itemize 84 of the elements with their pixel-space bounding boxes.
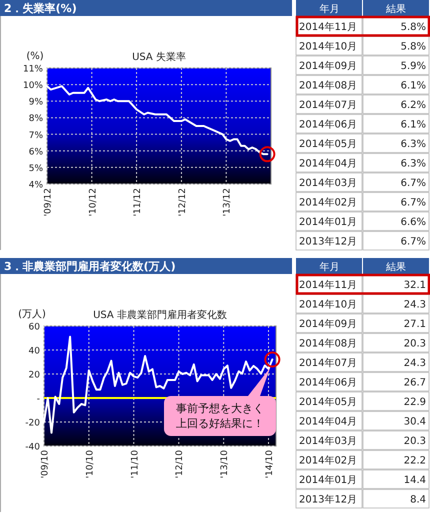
text: 6.6% bbox=[400, 217, 426, 228]
text: 6.7% bbox=[400, 198, 426, 208]
text: 14.4 bbox=[404, 475, 426, 486]
x-tick-label: '13/10 bbox=[220, 450, 230, 478]
category-label: 2014年09月 bbox=[299, 60, 358, 72]
y-tick-label: -20 bbox=[25, 418, 40, 428]
x-tick-label: '09/12 bbox=[44, 188, 54, 216]
y-tick-label: 60 bbox=[28, 322, 40, 332]
x-tick-label: '10/10 bbox=[85, 450, 96, 478]
text: 26.7 bbox=[404, 378, 426, 388]
category-label: 2014年03月 bbox=[299, 177, 358, 189]
y-axis-title: (%) bbox=[26, 51, 44, 62]
category-label: 2014年05月 bbox=[299, 396, 358, 408]
text: 24.3 bbox=[404, 358, 426, 369]
category-label: 2014年03月 bbox=[299, 435, 358, 447]
x-tick-label: '10/12 bbox=[88, 188, 98, 216]
x-tick-label: '11/10 bbox=[130, 450, 140, 478]
chart-title: 2．失業率(%) bbox=[4, 2, 77, 15]
text: 30.4 bbox=[404, 416, 426, 428]
x-tick-label: '13/12 bbox=[222, 188, 233, 216]
category-label: 2014年05月 bbox=[299, 138, 358, 150]
y-tick-label: 10% bbox=[22, 81, 44, 92]
text: 27.1 bbox=[404, 319, 426, 330]
y-tick-label: 7% bbox=[28, 130, 44, 141]
text: 年月 bbox=[320, 3, 340, 15]
text: 22.9 bbox=[404, 397, 426, 408]
y-tick-label: 9% bbox=[28, 98, 44, 108]
y-tick-label: 8% bbox=[28, 114, 44, 124]
category-label: 2014年09月 bbox=[299, 318, 358, 330]
y-axis-title: (万人) bbox=[18, 309, 46, 320]
y-tick-label: 6% bbox=[28, 147, 44, 158]
category-label: 2014年11月 bbox=[299, 279, 358, 291]
text: 5.9% bbox=[400, 61, 426, 72]
x-tick-label: '11/12 bbox=[133, 188, 144, 216]
chart-subtitle: USA 失業率 bbox=[132, 51, 186, 63]
category-label: 2014年06月 bbox=[299, 118, 358, 130]
y-tick-label: - bbox=[36, 394, 40, 404]
text: 20.3 bbox=[404, 436, 426, 447]
category-label: 2014年10月 bbox=[299, 40, 358, 52]
text: 8.4 bbox=[410, 494, 426, 506]
text: 6.3% bbox=[400, 158, 426, 170]
category-label: 2014年02月 bbox=[299, 196, 358, 208]
x-tick-label: '12/10 bbox=[175, 450, 186, 478]
category-label: 2014年01月 bbox=[299, 474, 358, 486]
x-tick-label: '12/12 bbox=[178, 188, 188, 216]
text: 5.8% bbox=[400, 22, 426, 33]
text: 6.7% bbox=[400, 236, 426, 248]
category-label: 2014年01月 bbox=[299, 216, 358, 228]
chart-subtitle: USA 非農業部門雇用者変化数 bbox=[93, 309, 227, 321]
text: 6.1% bbox=[400, 80, 426, 92]
chart-title: 3．非農業部門雇用者変化数(万人) bbox=[4, 260, 176, 273]
category-label: 2014年07月 bbox=[299, 99, 358, 111]
category-label: 2014年08月 bbox=[299, 338, 358, 350]
y-tick-label: 20 bbox=[28, 370, 40, 380]
text: 20.3 bbox=[404, 338, 426, 350]
text: 5.8% bbox=[400, 42, 426, 52]
category-label: 2014年10月 bbox=[299, 298, 358, 310]
y-tick-label: 40 bbox=[28, 346, 40, 356]
y-tick-label: 4% bbox=[28, 180, 44, 190]
category-label: 2014年07月 bbox=[299, 357, 358, 369]
x-tick-label: '09/10 bbox=[40, 450, 50, 478]
category-label: 2014年04月 bbox=[299, 158, 358, 170]
category-label: 2014年08月 bbox=[299, 80, 358, 92]
y-tick-label: -40 bbox=[25, 442, 40, 452]
text: 結果 bbox=[385, 262, 406, 273]
category-label: 2014年02月 bbox=[299, 454, 358, 466]
text: 6.1% bbox=[400, 120, 426, 130]
text: 6.7% bbox=[400, 178, 426, 189]
text: 22.2 bbox=[404, 456, 426, 466]
y-tick-label: 5% bbox=[28, 164, 44, 174]
text: 結果 bbox=[385, 4, 406, 15]
category-label: 2013年12月 bbox=[299, 494, 358, 506]
y-tick-label: 11% bbox=[22, 64, 44, 74]
category-label: 2013年12月 bbox=[299, 236, 358, 248]
text: 32.1 bbox=[404, 280, 426, 291]
category-label: 2014年04月 bbox=[299, 416, 358, 428]
category-label: 2014年11月 bbox=[299, 21, 358, 33]
text: 6.3% bbox=[400, 139, 426, 150]
category-label: 2014年06月 bbox=[299, 376, 358, 388]
annotation: 事前予想を大きく上回る好結果に！ bbox=[176, 402, 264, 430]
x-tick-label: '14/10 bbox=[265, 450, 275, 478]
text: 24.3 bbox=[404, 300, 426, 310]
text: 年月 bbox=[320, 261, 340, 273]
text: 6.2% bbox=[400, 100, 426, 111]
